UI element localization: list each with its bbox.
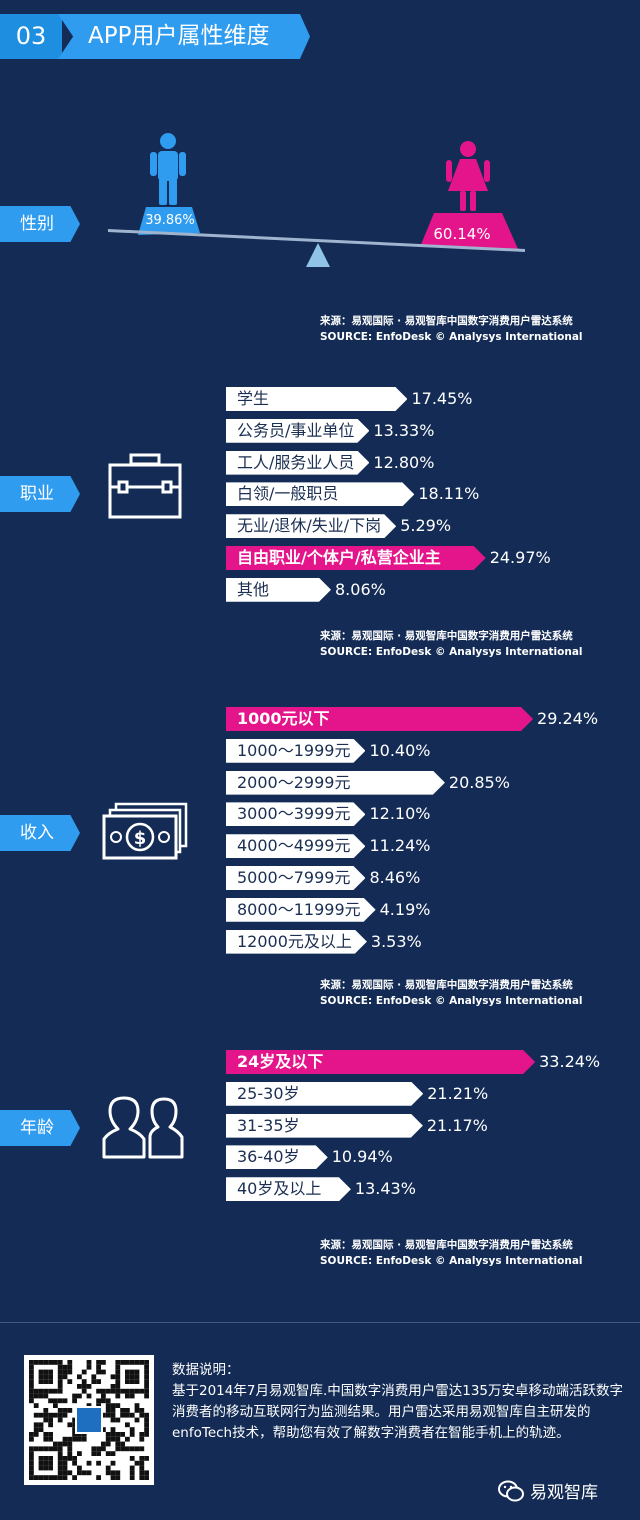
bar-value-label: 33.24% <box>539 1052 601 1071</box>
bar-value-label: 21.21% <box>427 1083 489 1103</box>
bar-value-label: 13.33% <box>373 420 435 440</box>
male-pedestal <box>138 207 200 235</box>
bar-category-label: 12000元及以上 <box>237 931 352 951</box>
section-label-age: 年龄 <box>0 1110 80 1146</box>
female-percentage: 60.14% <box>433 225 491 243</box>
bar-category-label: 其他 <box>237 579 270 599</box>
bar-value-label: 3.53% <box>370 931 422 951</box>
wechat-icon <box>498 1480 524 1501</box>
bar-category-label: 2000～2999元 <box>237 772 351 792</box>
svg-text:$: $ <box>134 828 147 849</box>
bar-value-label: 13.43% <box>354 1179 416 1199</box>
bar-value-label: 12.10% <box>369 804 431 824</box>
bar <box>226 834 365 858</box>
bar-category-label: 工人/服务业人员 <box>237 452 355 472</box>
bar-category-label: 36-40岁 <box>237 1147 300 1167</box>
bar-value-label: 18.11% <box>418 484 480 504</box>
bar-value-label: 21.17% <box>426 1115 488 1135</box>
bar-category-label: 8000～11999元 <box>237 899 361 919</box>
bar <box>226 1177 351 1201</box>
bar <box>226 866 365 890</box>
bar-category-label: 白领/一般职员 <box>237 484 339 504</box>
bar <box>226 898 376 922</box>
bar <box>226 419 369 443</box>
bar-category-label: 25-30岁 <box>237 1083 300 1103</box>
bar-value-label: 20.85% <box>448 772 510 792</box>
bar-category-label: 5000～7999元 <box>237 868 351 887</box>
bar <box>226 1145 328 1169</box>
bar-category-label: 1000元以下 <box>237 709 330 728</box>
seesaw-beam <box>108 229 525 252</box>
bar-category-label: 40岁及以上 <box>237 1179 322 1199</box>
bar <box>226 771 445 795</box>
bar-category-label: 4000～4999元 <box>237 836 351 856</box>
bar-category-label: 学生 <box>237 389 270 408</box>
bar-value-label: 10.40% <box>369 740 431 760</box>
source-note: 来源：易观国际 · 易观智库中国数字消费用户雷达系统 SOURCE: EnfoD… <box>320 1237 583 1269</box>
bar <box>226 930 367 954</box>
bar-category-label: 自由职业/个体户/私营企业主 <box>237 548 441 567</box>
bar-value-label: 10.94% <box>331 1147 393 1167</box>
female-pedestal <box>420 213 518 249</box>
bar-category-label: 31-35岁 <box>237 1115 300 1135</box>
bar <box>226 451 369 475</box>
source-note: 来源：易观国际 · 易观智库中国数字消费用户雷达系统 SOURCE: EnfoD… <box>320 628 583 660</box>
female-person-icon <box>446 141 490 211</box>
source-note: 来源：易观国际 · 易观智库中国数字消费用户雷达系统 SOURCE: EnfoD… <box>320 313 583 345</box>
bar-category-label: 公务员/事业单位 <box>237 420 355 440</box>
data-note-body: 基于2014年7月易观智库.中国数字消费用户雷达135万安卓移动端活跃数字消费者… <box>172 1383 624 1441</box>
bar <box>226 707 533 731</box>
source-line-cn: 来源：易观国际 · 易观智库中国数字消费用户雷达系统 <box>320 1239 573 1251</box>
data-note: 数据说明： 基于2014年7月易观智库.中国数字消费用户雷达135万安卓移动端活… <box>172 1360 627 1444</box>
bar-value-label: 4.19% <box>379 899 431 919</box>
bar-category-label: 24岁及以下 <box>237 1052 324 1071</box>
bar-category-label: 无业/退休/失业/下岗 <box>237 516 382 536</box>
bar <box>226 739 365 763</box>
bar-value-label: 12.80% <box>373 452 435 472</box>
bar <box>226 514 396 538</box>
source-line-en: SOURCE: EnfoDesk © Analysys Internationa… <box>320 646 583 658</box>
data-note-title: 数据说明： <box>172 1362 240 1378</box>
brand-signature: 易观智库 <box>498 1478 598 1503</box>
bar <box>226 1082 423 1106</box>
bar <box>226 578 331 602</box>
bar <box>226 482 414 506</box>
bar <box>226 1114 423 1138</box>
seesaw-fulcrum <box>306 243 330 267</box>
bar-value-label: 11.24% <box>369 836 431 856</box>
bar-value-label: 29.24% <box>537 709 599 728</box>
footer-divider <box>0 1322 640 1323</box>
section-label-income: 收入 <box>0 815 80 851</box>
people-icon <box>102 1096 184 1159</box>
source-line-en: SOURCE: EnfoDesk © Analysys Internationa… <box>320 1255 583 1267</box>
source-line-cn: 来源：易观国际 · 易观智库中国数字消费用户雷达系统 <box>320 979 573 991</box>
bar <box>226 802 365 826</box>
section-number: 03 <box>0 14 62 59</box>
section-label-occupation: 职业 <box>0 476 80 512</box>
money-icon: $ <box>102 802 188 860</box>
male-percentage: 39.86% <box>145 213 195 228</box>
qr-code-icon <box>24 1355 154 1485</box>
gender-seesaw <box>108 133 525 267</box>
bar <box>226 1050 535 1074</box>
briefcase-icon <box>108 453 182 519</box>
section-label-gender: 性别 <box>0 206 80 242</box>
source-line-cn: 来源：易观国际 · 易观智库中国数字消费用户雷达系统 <box>320 315 573 327</box>
bar-category-label: 3000～3999元 <box>237 804 351 824</box>
source-note: 来源：易观国际 · 易观智库中国数字消费用户雷达系统 SOURCE: EnfoD… <box>320 977 583 1009</box>
bar <box>226 546 486 570</box>
source-line-en: SOURCE: EnfoDesk © Analysys Internationa… <box>320 995 583 1007</box>
bar-value-label: 24.97% <box>489 548 551 567</box>
bar-value-label: 17.45% <box>411 389 473 408</box>
bar-value-label: 5.29% <box>400 516 452 536</box>
bar <box>226 387 407 411</box>
page-title: APP用户属性维度 <box>58 14 310 59</box>
source-line-en: SOURCE: EnfoDesk © Analysys Internationa… <box>320 331 583 343</box>
bar-value-label: 8.46% <box>369 868 421 887</box>
brand-name: 易观智库 <box>530 1483 598 1503</box>
bar-value-label: 8.06% <box>335 579 386 599</box>
bar-category-label: 1000～1999元 <box>237 740 351 760</box>
male-person-icon <box>150 133 186 205</box>
source-line-cn: 来源：易观国际 · 易观智库中国数字消费用户雷达系统 <box>320 630 573 642</box>
